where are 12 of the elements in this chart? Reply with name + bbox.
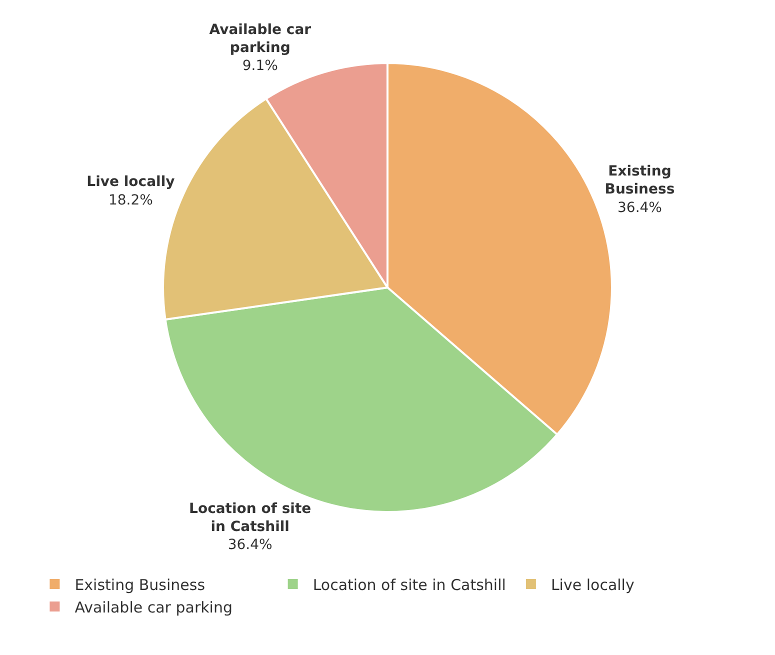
data-label: 36.4% bbox=[618, 200, 662, 216]
slice-label: Location of site in Catshill bbox=[189, 500, 312, 536]
slice-label: Available car parking bbox=[209, 22, 312, 56]
slice-label: Existing Business bbox=[604, 164, 675, 198]
data-label: 9.1% bbox=[242, 58, 278, 74]
legend-label: Live locally bbox=[550, 576, 634, 594]
slice-label: Live locally bbox=[86, 174, 175, 190]
legend-label: Existing Business bbox=[74, 576, 206, 594]
legend-label: Available car parking bbox=[74, 598, 233, 616]
data-label: 36.4% bbox=[228, 537, 272, 554]
legend-label: Location of site in Catshill bbox=[312, 576, 506, 594]
data-label: 18.2% bbox=[108, 192, 153, 208]
